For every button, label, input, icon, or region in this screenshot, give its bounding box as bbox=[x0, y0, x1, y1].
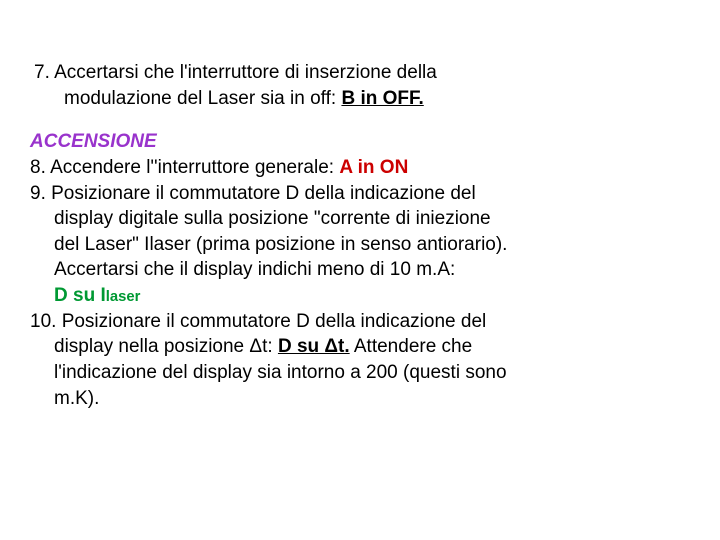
step-9-line1: 9. Posizionare il commutatore D della in… bbox=[30, 181, 690, 207]
step-10-line2-a: display nella posizione Δt: bbox=[54, 336, 278, 357]
step-10-line4: m.K). bbox=[30, 386, 690, 412]
step-9-line5: D su Ilaser bbox=[30, 283, 690, 309]
step-10-line2-c: Attendere che bbox=[350, 336, 473, 357]
step-8: 8. Accendere l''interruttore generale: A… bbox=[30, 155, 690, 181]
step-10-line2: display nella posizione Δt: D su Δt. Att… bbox=[30, 334, 690, 360]
step-8-bold: A in ON bbox=[339, 157, 408, 178]
step-10: 10. Posizionare il commutatore D della i… bbox=[30, 309, 690, 412]
slide-body: 7. Accertarsi che l'interruttore di inse… bbox=[30, 60, 690, 411]
step-9-line4: Accertarsi che il display indichi meno d… bbox=[30, 257, 690, 283]
step-10-line1: 10. Posizionare il commutatore D della i… bbox=[30, 309, 690, 335]
step-8-text: 8. Accendere l''interruttore generale: bbox=[30, 157, 339, 178]
section-heading-accensione: ACCENSIONE bbox=[30, 129, 690, 155]
step-9-d-su-i: D su I bbox=[54, 285, 106, 306]
step-9-laser-sub: laser bbox=[106, 289, 141, 305]
step-10-line3: l'indicazione del display sia intorno a … bbox=[30, 360, 690, 386]
step-10-d-su-dt: D su Δt. bbox=[278, 336, 350, 357]
step-9: 9. Posizionare il commutatore D della in… bbox=[30, 181, 690, 309]
step-7-line1: 7. Accertarsi che l'interruttore di inse… bbox=[34, 60, 690, 86]
step-7: 7. Accertarsi che l'interruttore di inse… bbox=[30, 60, 690, 111]
step-7-text: modulazione del Laser sia in off: bbox=[64, 88, 341, 109]
step-9-line2: display digitale sulla posizione "corren… bbox=[30, 206, 690, 232]
step-7-bold: B in OFF. bbox=[341, 88, 423, 109]
step-9-line3: del Laser" Ilaser (prima posizione in se… bbox=[30, 232, 690, 258]
step-7-line2: modulazione del Laser sia in off: B in O… bbox=[34, 86, 690, 112]
